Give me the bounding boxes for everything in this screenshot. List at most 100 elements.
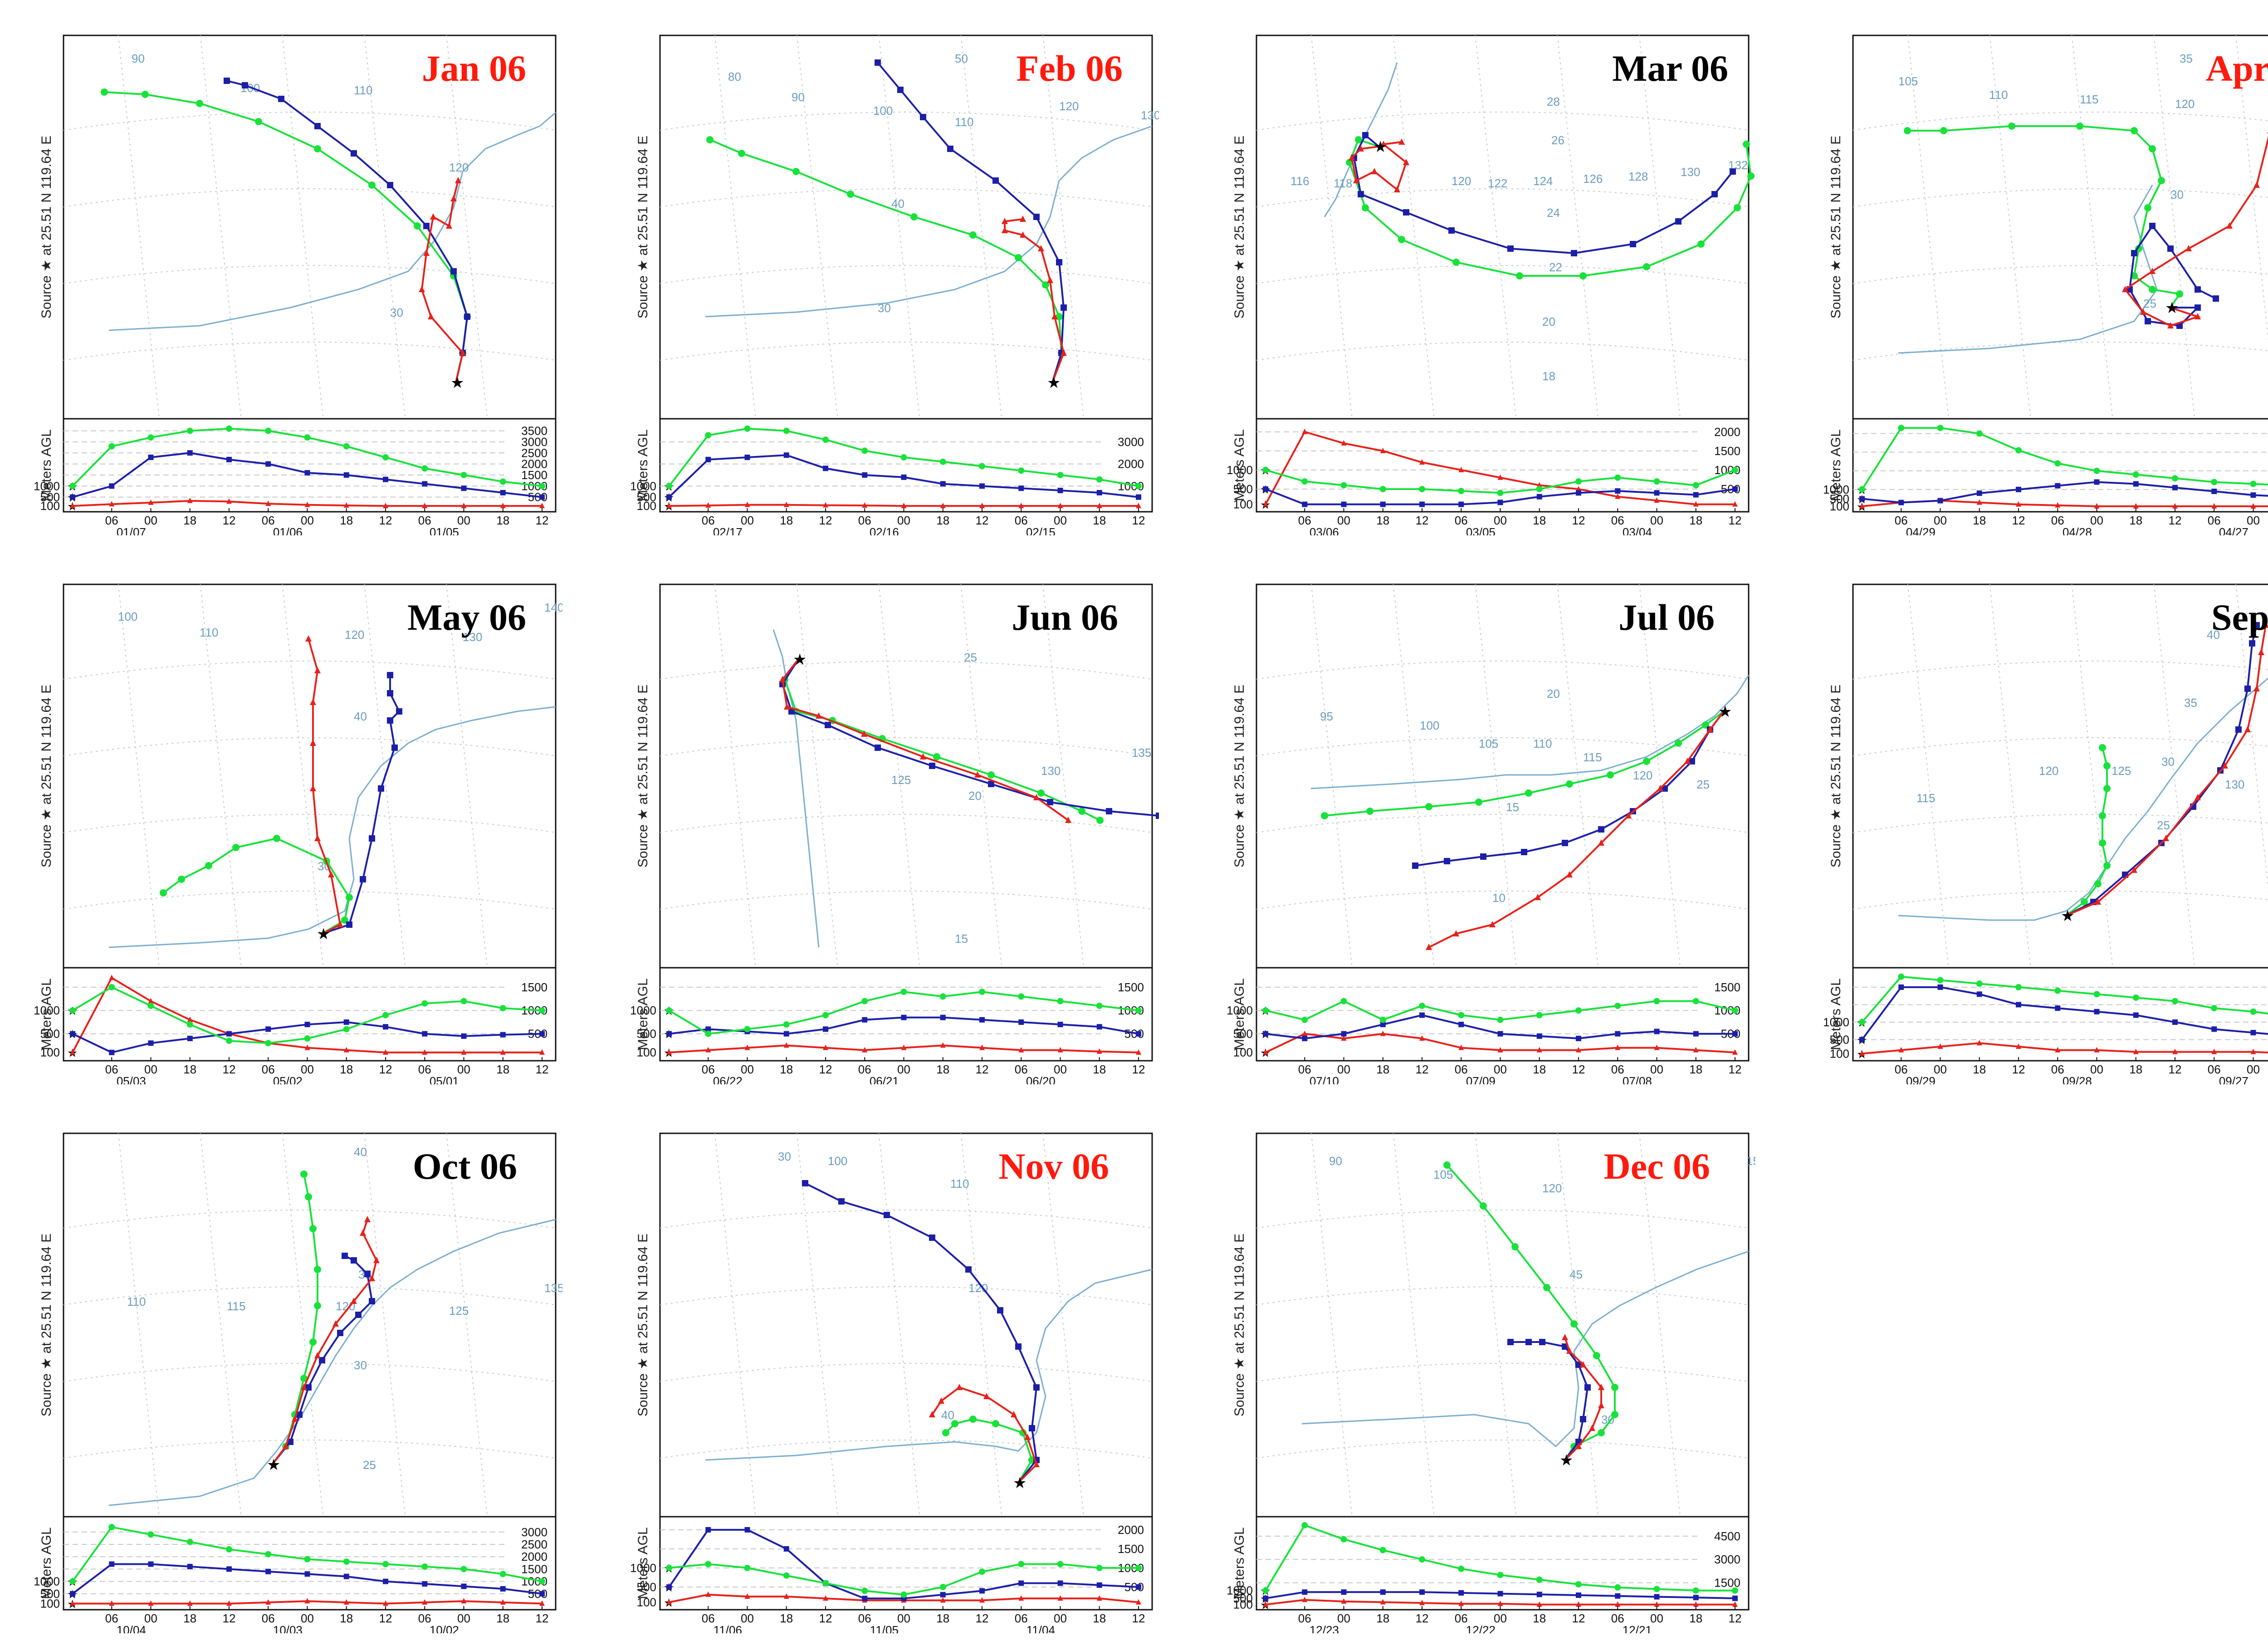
- blue-height-point: [1419, 1589, 1425, 1595]
- blue-height-point: [1380, 1022, 1386, 1028]
- start-height-label: 1000: [1227, 1584, 1253, 1597]
- green-height-point: [1692, 1587, 1699, 1594]
- red-trajectory-marker: [2226, 222, 2233, 229]
- red-trajectory-marker: [1566, 1347, 1573, 1354]
- source-star-icon: ★: [1718, 703, 1732, 721]
- green-height-point: [2211, 479, 2218, 485]
- hour-tick-label: 00: [1650, 514, 1663, 527]
- source-location-label: Source ★ at 25.51 N 119.64 E: [635, 136, 650, 318]
- meters-agl-label: Meters AGL: [1232, 1527, 1247, 1599]
- blue-trajectory-marker: [2213, 295, 2219, 302]
- red-height-point: [1380, 1599, 1386, 1605]
- green-height-point: [1575, 1581, 1582, 1588]
- hour-tick-label: 12: [536, 514, 549, 527]
- blue-height-point: [1018, 1580, 1024, 1586]
- blue-height-point: [422, 1581, 428, 1587]
- geo-grid-label: 24: [1547, 206, 1560, 220]
- trajectory-panel: 80 90 100 110 120 130 50 40 30 ★ Feb 06 Source ★ at…: [630, 34, 1159, 535]
- geo-grid-label: 115: [1583, 750, 1602, 764]
- green-height-point: [1135, 483, 1142, 490]
- blue-height-point: [70, 1031, 75, 1037]
- red-trajectory-marker: [1403, 159, 1409, 165]
- red-height-point: [109, 975, 115, 980]
- red-height-point: [901, 1044, 907, 1050]
- trajectory-panel: 95100105110115120252015105★Jul 06Source …: [1227, 583, 1750, 1084]
- green-trajectory-marker: [1321, 812, 1328, 819]
- green-height-point: [1301, 1522, 1308, 1529]
- hour-tick-label: 06: [1455, 514, 1468, 527]
- source-star-icon: ★: [793, 651, 807, 669]
- hour-tick-label: 12: [223, 1063, 236, 1076]
- blue-height-point: [979, 483, 985, 489]
- start-height-label: 500: [637, 1580, 656, 1594]
- blue-height-point: [461, 485, 467, 491]
- red-height-point: [940, 1042, 946, 1048]
- blue-trajectory-marker: [355, 1312, 362, 1318]
- height-tick-label: 1500: [521, 468, 547, 482]
- green-height-point: [304, 434, 311, 441]
- red-height-point: [1018, 1595, 1024, 1601]
- geo-grid-label: 116: [1290, 174, 1309, 188]
- green-trajectory-marker: [1607, 771, 1614, 779]
- red-height-point: [1536, 1047, 1542, 1053]
- panel-title: Nov 06: [998, 1146, 1109, 1187]
- hour-tick-label: 12: [379, 1612, 392, 1625]
- source-location-label: Source ★ at 25.51 N 119.64 E: [1232, 1234, 1247, 1416]
- green-height-point: [69, 1578, 76, 1585]
- red-height-point: [705, 1591, 711, 1597]
- red-trajectory-marker: [1371, 168, 1378, 174]
- blue-trajectory-marker: [2149, 223, 2156, 229]
- green-height-point: [1301, 1016, 1308, 1023]
- geo-grid-label: 100: [118, 610, 137, 623]
- green-height-point: [1301, 478, 1308, 485]
- hour-tick-label: 06: [1895, 1063, 1908, 1076]
- blue-height-point: [383, 1024, 388, 1030]
- start-height-label: 100: [40, 1046, 60, 1059]
- hour-tick-label: 06: [418, 514, 431, 527]
- red-trajectory-marker: [430, 213, 436, 220]
- blue-height-point: [1302, 1035, 1308, 1041]
- date-label: 09/27: [2219, 1074, 2248, 1084]
- hour-tick-label: 00: [301, 514, 314, 527]
- blue-height-point: [304, 1022, 310, 1028]
- date-label: 11/05: [870, 1623, 899, 1633]
- geo-grid-label: 120: [2175, 97, 2195, 111]
- coastline: [1898, 185, 2158, 354]
- green-height-point: [705, 1561, 712, 1568]
- height-tick-label: 1500: [1118, 980, 1144, 994]
- blue-height-point: [1576, 490, 1581, 496]
- red-height-point: [2133, 503, 2139, 509]
- hour-tick-label: 06: [1611, 514, 1624, 527]
- height-chart-frame: [1852, 418, 2268, 513]
- hour-tick-label: 00: [1337, 514, 1350, 527]
- blue-height-point: [265, 1026, 271, 1032]
- green-height-point: [1976, 430, 1983, 437]
- red-trajectory-marker: [1380, 141, 1387, 147]
- green-trajectory-marker: [987, 771, 995, 779]
- green-height-point: [186, 1538, 193, 1545]
- hour-tick-label: 12: [1132, 1612, 1145, 1625]
- red-trajectory-marker: [1061, 349, 1067, 356]
- hour-tick-label: 18: [183, 1063, 196, 1076]
- green-height-point: [1732, 1587, 1738, 1594]
- blue-height-point: [2055, 483, 2061, 489]
- green-height-point: [1135, 1564, 1142, 1571]
- start-height-label: 1000: [1227, 463, 1253, 477]
- blue-trajectory-marker: [364, 1271, 371, 1277]
- hour-tick-label: 18: [1093, 1063, 1106, 1076]
- blue-trajectory-line: [2066, 625, 2258, 916]
- red-height-point: [1497, 474, 1503, 480]
- green-trajectory-marker: [1078, 808, 1085, 815]
- green-height-point: [499, 1571, 506, 1578]
- blue-trajectory-marker: [387, 182, 393, 188]
- red-trajectory-marker: [1684, 758, 1691, 764]
- geo-grid-label: 120: [1452, 174, 1471, 188]
- red-height-point: [383, 1049, 388, 1055]
- green-trajectory-marker: [2008, 122, 2015, 130]
- blue-height-point: [148, 455, 154, 461]
- green-height-point: [1732, 466, 1738, 473]
- red-height-point: [705, 1047, 711, 1053]
- red-trajectory-marker: [419, 286, 425, 292]
- red-height-point: [265, 500, 271, 506]
- blue-height-point: [1018, 1019, 1024, 1025]
